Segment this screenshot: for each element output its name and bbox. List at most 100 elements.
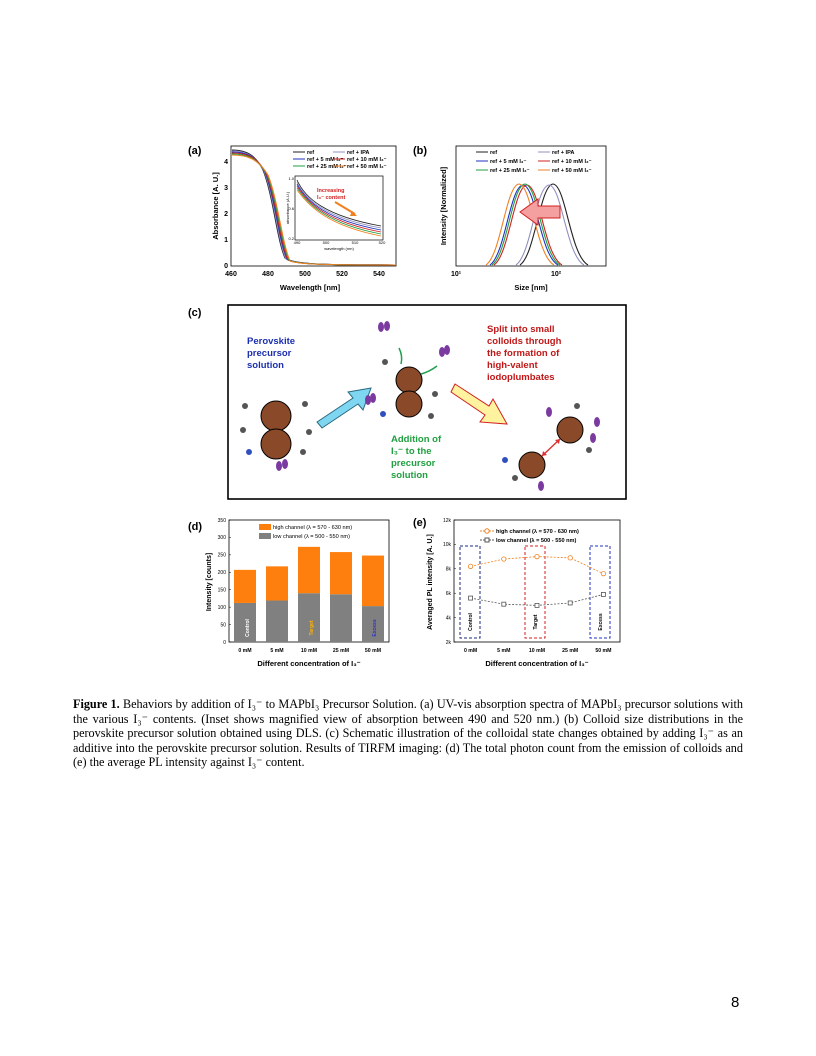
panel-d-xtick: 10 mM — [301, 648, 317, 654]
panel-c-schematic: (c) Perovskite precursor solution Additi… — [188, 304, 627, 500]
panel-d-legend-item: high channel (λ = 570 - 630 nm) — [273, 525, 352, 531]
panel-d-xtick: 5 mM — [270, 648, 283, 654]
panel-b-curve-ref — [519, 183, 589, 266]
panel-e-xtick: 25 mM — [562, 648, 578, 654]
panel-a-legend-item: ref + 25 mM I₃⁻ — [307, 164, 347, 170]
panel-e-label: (e) — [413, 517, 427, 529]
panel-a-legend-item: ref — [307, 150, 314, 156]
panel-d-ytick: 200 — [218, 570, 227, 576]
panel-e-legend-item: high channel (λ = 570 - 630 nm) — [496, 529, 579, 535]
panel-a-legend-item: ref + 10 mM I₃⁻ — [347, 157, 387, 163]
panel-b-ylabel: Intensity [Normalized] — [439, 166, 448, 245]
panel-d-ytick: 150 — [218, 588, 227, 594]
split-text: Split into small — [487, 324, 555, 335]
panel-d-ytick: 250 — [218, 553, 227, 559]
high-channel-point — [534, 553, 540, 560]
panel-a-xtick: 480 — [262, 271, 274, 278]
figure-caption: Figure 1. Behaviors by addition of I₃⁻ t… — [73, 697, 743, 770]
panel-d-tag-control: Control — [245, 619, 251, 637]
colloid-middle — [365, 321, 450, 419]
panel-b-legend-item: ref + 50 mM I₃⁻ — [552, 168, 592, 174]
inset-ytick: 0.2 — [288, 236, 294, 241]
panel-e-ytick: 6k — [446, 591, 452, 597]
high-channel-point — [467, 563, 474, 569]
panel-a-ytick: 1 — [224, 237, 228, 244]
panel-a-curves — [231, 149, 396, 266]
low-channel-point — [534, 603, 540, 608]
figure-label: Figure 1. — [73, 697, 120, 711]
inset-xtick: 520 — [379, 240, 386, 245]
panel-d-label: (d) — [188, 521, 202, 533]
addition-text: precursor — [391, 458, 436, 469]
panel-e-ytick: 12k — [443, 518, 452, 524]
panel-d-tag-excess: Excess — [372, 619, 378, 636]
inset-annotation: I₃⁻ content — [317, 195, 346, 201]
panel-d-ytick: 350 — [218, 518, 227, 524]
low-channel-bar — [234, 602, 256, 642]
panel-a-ytick: 3 — [224, 185, 228, 192]
panel-a-ytick: 0 — [224, 263, 228, 270]
panel-e-xtick: 50 mM — [595, 648, 611, 654]
panel-a-xtick: 540 — [373, 271, 385, 278]
panel-c-frame — [227, 304, 627, 500]
panel-d-xtick: 50 mM — [365, 648, 381, 654]
shift-arrow-icon — [519, 198, 561, 226]
low-channel-bar — [362, 606, 384, 642]
panel-e-tag-control: Control — [468, 613, 474, 631]
panel-b-xlabel: Size [nm] — [514, 283, 548, 292]
panel-a-ytick: 2 — [224, 211, 228, 218]
panel-b-legend-item: ref + IPA — [552, 150, 574, 156]
panel-b-legend-item: ref + 25 mM I₃⁻ — [490, 168, 530, 174]
panel-d-tag-target: Target — [309, 620, 315, 635]
inset-ytick: 0.6 — [288, 206, 294, 211]
panel-d-ytick: 100 — [218, 605, 227, 611]
panel-b-xtick: 10² — [551, 271, 562, 278]
inset-xtick: 510 — [352, 240, 359, 245]
low-channel-point — [501, 601, 507, 607]
panel-b-legend-item: ref + 10 mM I₃⁻ — [552, 159, 592, 165]
low-channel-bar — [330, 594, 352, 642]
panel-e-xtick: 5 mM — [497, 648, 510, 654]
panel-a-chart: (a) 0 1 2 3 4 460 480 500 520 540 Wavele… — [188, 145, 397, 292]
split-text: colloids through — [487, 336, 562, 347]
panel-b-curve-50mm — [485, 183, 555, 266]
panel-a-ytick: 4 — [224, 159, 228, 166]
caption-text: Behaviors by addition of I₃⁻ to MAPbI₃ P… — [73, 697, 743, 770]
panel-d-xlabel: Different concentration of I₃⁻ — [257, 659, 360, 668]
low-channel-point — [468, 595, 473, 601]
panel-e-plot-frame — [453, 519, 621, 643]
high-channel-bar — [234, 569, 256, 603]
inset-ylabel: absorbance (A.U.) — [285, 191, 290, 224]
panel-e-xlabel: Different concentration of I₃⁻ — [485, 659, 588, 668]
panel-d-xtick: 0 mM — [238, 648, 251, 654]
panel-e-legend-item: low channel (λ = 500 - 550 nm) — [496, 538, 576, 544]
colloid-right — [502, 403, 600, 491]
panel-b-label: (b) — [413, 145, 427, 157]
step-arrow-icon — [450, 383, 508, 425]
high-channel-bar — [362, 555, 384, 607]
control-box — [459, 545, 481, 639]
panel-d-ytick: 50 — [220, 622, 226, 628]
inset-xlabel: wavelength (nm) — [324, 246, 354, 251]
precursor-text: Perovskite — [247, 336, 295, 347]
panel-a-inset: Increasing I₃⁻ content 490 500 510 520 0… — [285, 175, 386, 251]
panel-e-ylabel: Averaged PL intensity [A. U.] — [427, 534, 434, 630]
panel-d-ylabel: Intensity [counts] — [206, 553, 213, 611]
page-number: 8 — [731, 994, 740, 1011]
panel-c-label: (c) — [188, 307, 202, 319]
panel-a-plot-frame — [230, 145, 397, 267]
panel-e-ytick: 10k — [443, 542, 452, 548]
panel-b-curve-25mm — [491, 183, 561, 266]
high-channel-point — [567, 555, 573, 561]
panel-d-ytick: 300 — [218, 535, 227, 541]
panel-a-xtick: 460 — [225, 271, 237, 278]
precursor-text: solution — [247, 360, 284, 371]
panel-a-legend-item: ref + 50 mM I₃⁻ — [347, 164, 387, 170]
target-box — [524, 545, 546, 639]
high-channel-bar — [330, 552, 352, 595]
panel-e-ytick: 8k — [446, 567, 452, 573]
panel-b-chart: (b) 10¹ 10² Size [nm] Intensity [Normali… — [413, 145, 607, 292]
low-channel-bar — [298, 593, 320, 642]
high-channel-point — [501, 556, 507, 562]
excess-box — [589, 545, 611, 639]
